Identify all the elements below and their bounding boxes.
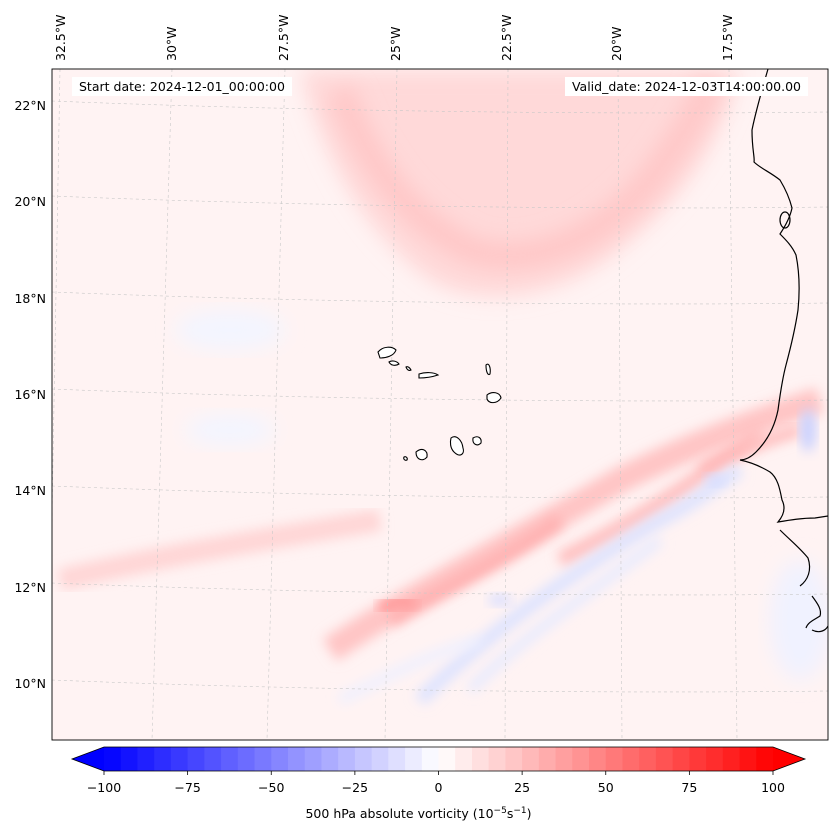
- colorbar-label-exp2: −1: [513, 806, 527, 816]
- colorbar-segment: [421, 747, 440, 771]
- colorbar-segment: [605, 747, 624, 771]
- colorbar-label-unit: s: [506, 806, 514, 822]
- colorbar-segment: [120, 747, 139, 771]
- colorbar-segment: [321, 747, 339, 771]
- colorbar-segment: [221, 747, 239, 771]
- lat-label: 18°N: [14, 291, 46, 306]
- graticule: [52, 69, 828, 740]
- colorbar-segment: [287, 747, 306, 771]
- island-santa-luzia: [405, 366, 412, 371]
- colorbar-segment: [471, 747, 490, 771]
- island-sal: [485, 363, 491, 376]
- colorbar-segment: [672, 747, 690, 771]
- lon-label: 30°W: [164, 26, 179, 61]
- colorbar-tick-label: 100: [761, 780, 785, 795]
- colorbar-tick-label: 50: [598, 780, 614, 795]
- colorbar-segment: [572, 747, 590, 771]
- cape-verde-islands: [377, 346, 502, 461]
- colorbar-segment: [271, 747, 289, 771]
- colorbar-label: 500 hPa absolute vorticity (10−5s−1): [0, 806, 837, 821]
- lon-label: 17.5°W: [720, 15, 735, 61]
- colorbar-segment: [739, 747, 757, 771]
- colorbar-segment: [388, 747, 406, 771]
- colorbar-tick-label: −50: [258, 780, 284, 795]
- colorbar-segment: [304, 747, 323, 771]
- colorbar-extend-min: [72, 747, 104, 771]
- colorbar-tick-label: −25: [342, 780, 368, 795]
- colorbar-segment: [689, 747, 707, 771]
- lon-label: 25°W: [388, 26, 403, 61]
- longitude-labels: 32.5°W 30°W 27.5°W 25°W 22.5°W 20°W 17.5…: [53, 15, 735, 61]
- colorbar-segment: [154, 747, 172, 771]
- colorbar-segment: [538, 747, 557, 771]
- island-sao-nicolau: [418, 372, 440, 379]
- colorbar-segment: [204, 747, 222, 771]
- island-brava: [403, 456, 408, 461]
- lon-label: 32.5°W: [53, 15, 68, 61]
- colorbar-segment: [555, 747, 573, 771]
- coastline: [739, 69, 828, 633]
- start-date-label: Start date: 2024-12-01_00:00:00: [72, 77, 292, 96]
- colorbar-tick-label: 75: [681, 780, 697, 795]
- colorbar-segment: [455, 747, 473, 771]
- valid-date-label: Valid_date: 2024-12-03T14:00:00.00: [564, 77, 808, 96]
- colorbar-segment: [706, 747, 724, 771]
- island-maio: [472, 436, 482, 446]
- island-fogo: [415, 448, 428, 461]
- colorbar-segment: [589, 747, 607, 771]
- island-santiago: [449, 436, 464, 456]
- colorbar-segment: [371, 747, 389, 771]
- colorbar-segment: [655, 747, 674, 771]
- lat-label: 12°N: [14, 580, 46, 595]
- colorbar-segment: [254, 747, 272, 771]
- vorticity-max: [376, 593, 420, 616]
- negative-streak-1: [415, 463, 744, 705]
- island-santo-antao: [377, 346, 397, 359]
- colorbar-segment: [405, 747, 423, 771]
- colorbar-segment: [354, 747, 373, 771]
- colorbar-segment: [522, 747, 540, 771]
- lat-label: 22°N: [14, 98, 46, 113]
- lon-label: 20°W: [609, 26, 624, 61]
- colorbar-label-exp1: −5: [493, 806, 507, 816]
- colorbar-segment: [622, 747, 640, 771]
- lat-label: 20°N: [14, 194, 46, 209]
- colorbar-tick-label: 25: [514, 780, 530, 795]
- lat-label: 10°N: [14, 676, 46, 691]
- colorbar-label-text: 500 hPa absolute vorticity (10: [305, 806, 494, 822]
- colorbar-segment: [187, 747, 205, 771]
- northern-vorticity-band: [300, 70, 740, 297]
- colorbar-segment: [338, 747, 356, 771]
- colorbar-tick-label: −75: [174, 780, 200, 795]
- lat-label: 14°N: [14, 483, 46, 498]
- colorbar-segment: [505, 747, 523, 771]
- colorbar-segment: [237, 747, 256, 771]
- colorbar-segment: [104, 747, 122, 771]
- colorbar-tick-label: 0: [435, 780, 443, 795]
- colorbar-tick-label: −100: [87, 780, 121, 795]
- colorbar-extend-max: [773, 747, 805, 771]
- map-frame: [51, 68, 829, 741]
- island-sao-vicente: [388, 360, 400, 366]
- colorbar-segment: [170, 747, 189, 771]
- colorbar-segment: [756, 747, 774, 771]
- lon-label: 27.5°W: [276, 15, 291, 61]
- colorbar: −100 −75 −50 −25 0 25 50 75 100: [70, 746, 807, 795]
- colorbar-segment: [137, 747, 155, 771]
- colorbar-segment: [722, 747, 741, 771]
- latitude-labels: 22°N 20°N 18°N 16°N 14°N 12°N 10°N: [14, 98, 46, 691]
- colorbar-segment: [438, 747, 456, 771]
- lon-label: 22.5°W: [499, 15, 514, 61]
- colorbar-segment: [639, 747, 657, 771]
- colorbar-label-end: ): [526, 806, 532, 822]
- lat-label: 16°N: [14, 387, 46, 402]
- colorbar-segment: [488, 747, 506, 771]
- western-streak: [57, 509, 382, 591]
- negative-core-coast: [800, 408, 816, 452]
- vorticity-field: [52, 69, 828, 740]
- island-boa-vista: [486, 392, 502, 404]
